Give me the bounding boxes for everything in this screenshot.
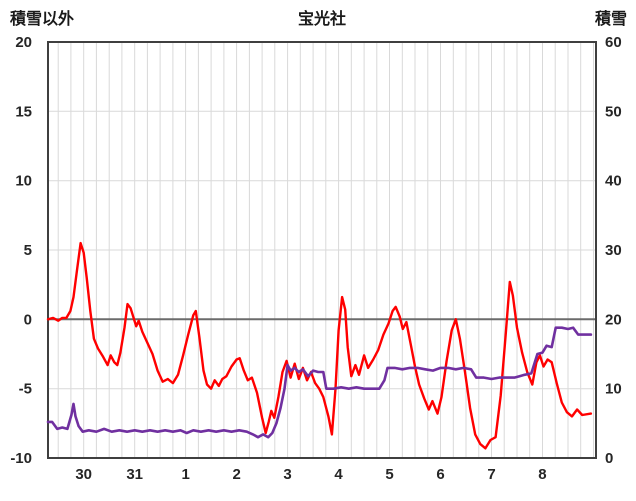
- x-axis-day-label: 30: [75, 466, 92, 483]
- right-axis-tick-label: 30: [605, 242, 622, 259]
- x-axis-day-label: 4: [334, 466, 343, 483]
- x-axis-day-label: 6: [436, 466, 444, 483]
- x-axis-day-label: 2: [232, 466, 240, 483]
- x-axis-day-label: 5: [385, 466, 393, 483]
- non-snow-red-line: [46, 241, 593, 450]
- x-axis-day-label: 7: [487, 466, 495, 483]
- x-axis-day-label: 1: [181, 466, 189, 483]
- left-axis-tick-label: 20: [15, 34, 32, 51]
- right-axis-tick-label: 50: [605, 103, 622, 120]
- left-axis-tick-label: 5: [24, 242, 32, 259]
- plot-border: [47, 41, 597, 459]
- left-axis-tick-label: -10: [10, 450, 32, 467]
- right-axis-tick-label: 20: [605, 311, 622, 328]
- x-axis-day-label: 8: [538, 466, 546, 483]
- left-axis-tick-label: 15: [15, 103, 32, 120]
- x-axis-day-label: 3: [283, 466, 291, 483]
- right-axis-tick-label: 40: [605, 173, 622, 190]
- left-axis-title: 積雪以外: [10, 11, 75, 28]
- left-axis-tick-label: 10: [15, 173, 32, 190]
- x-axis-day-label: 31: [126, 466, 143, 483]
- right-axis-tick-label: 10: [605, 381, 622, 398]
- right-axis-title: 積雪: [594, 11, 627, 28]
- left-axis-tick-label: -5: [19, 381, 32, 398]
- chart-title: 宝光社: [297, 11, 346, 28]
- right-axis-tick-label: 0: [605, 450, 613, 467]
- left-axis-tick-label: 0: [24, 311, 32, 328]
- right-axis-tick-label: 60: [605, 34, 622, 51]
- snow-depth-purple-line: [46, 326, 593, 439]
